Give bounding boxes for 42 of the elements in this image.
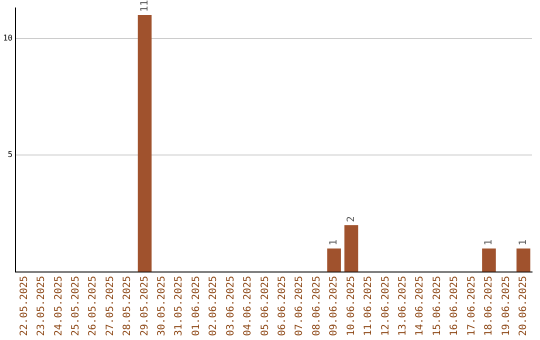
bar xyxy=(516,248,530,272)
x-tick-label: 29.05.2025 xyxy=(139,276,150,336)
x-tick-label: 16.06.2025 xyxy=(449,276,460,336)
data-label: 11 xyxy=(139,0,150,12)
data-label: 2 xyxy=(346,216,357,222)
x-tick-label: 11.06.2025 xyxy=(363,276,374,336)
y-tick-label: 10 xyxy=(2,33,13,42)
x-tick-label: 13.06.2025 xyxy=(398,276,408,336)
bar xyxy=(138,15,152,272)
x-tick-label: 22.05.2025 xyxy=(18,276,30,336)
x-tick-label: 06.06.2025 xyxy=(277,276,288,336)
x-tick-label: 25.05.2025 xyxy=(70,276,82,336)
data-label: 1 xyxy=(518,239,529,246)
x-tick-label: 10.06.2025 xyxy=(346,276,357,336)
bar xyxy=(344,225,358,272)
data-label: 1 xyxy=(484,239,495,246)
y-tick-label: 5 xyxy=(8,150,13,160)
x-tick-label: 19.06.2025 xyxy=(500,276,512,336)
x-tick-label: 09.06.2025 xyxy=(328,276,340,336)
x-tick-label: 08.06.2025 xyxy=(311,276,322,336)
x-tick-label: 15.06.2025 xyxy=(432,276,443,336)
bar xyxy=(482,248,496,272)
x-tick-label: 30.05.2025 xyxy=(156,276,168,336)
x-tick-label: 24.05.2025 xyxy=(53,276,64,336)
x-tick-label: 23.05.2025 xyxy=(36,276,48,336)
x-tick-label: 05.06.2025 xyxy=(260,276,271,336)
x-tick-label: 26.05.2025 xyxy=(88,276,99,336)
x-tick-label: 27.05.2025 xyxy=(104,276,116,336)
x-tick-label: 02.06.2025 xyxy=(208,276,220,336)
x-tick-label: 04.06.2025 xyxy=(242,276,254,336)
x-tick-label: 31.05.2025 xyxy=(174,276,185,336)
data-label: 1 xyxy=(328,239,340,246)
x-tick-label: 14.06.2025 xyxy=(414,276,426,336)
x-tick-label: 20.06.2025 xyxy=(518,276,529,336)
bar xyxy=(327,248,341,272)
x-tick-label: 01.06.2025 xyxy=(190,276,202,336)
x-tick-label: 17.06.2025 xyxy=(466,276,478,336)
x-tick-label: 03.06.2025 xyxy=(225,276,236,336)
x-tick-label: 18.06.2025 xyxy=(484,276,495,336)
x-tick-label: 28.05.2025 xyxy=(122,276,134,336)
x-tick-label: 12.06.2025 xyxy=(380,276,392,336)
x-tick-label: 07.06.2025 xyxy=(294,276,306,336)
